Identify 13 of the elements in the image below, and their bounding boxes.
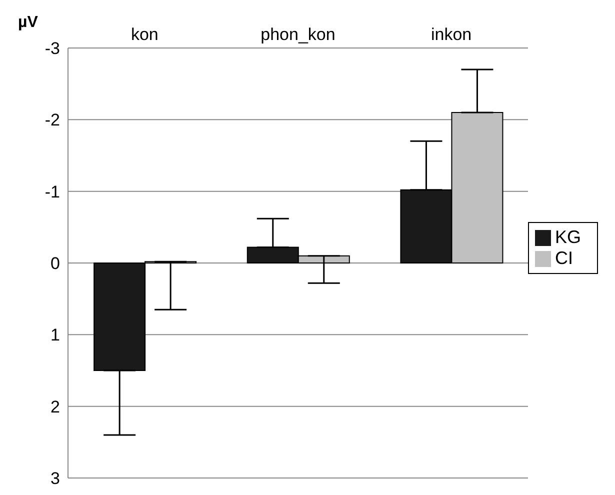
legend-label: CI [554, 248, 573, 268]
legend-label: KG [554, 227, 581, 247]
y-tick-label: 0 [50, 254, 60, 274]
y-tick-label: 1 [50, 326, 60, 345]
y-axis-title: µV [18, 14, 38, 32]
y-tick-label: -1 [44, 182, 60, 202]
y-tick-label: -3 [44, 39, 60, 58]
y-tick-label: -2 [44, 110, 60, 130]
y-tick-label: 3 [50, 469, 60, 488]
x-tick-label: phon_kon [260, 25, 336, 44]
x-tick-label: inkon [431, 25, 472, 44]
y-tick-label: 2 [50, 397, 60, 416]
x-tick-label: kon [130, 25, 158, 44]
